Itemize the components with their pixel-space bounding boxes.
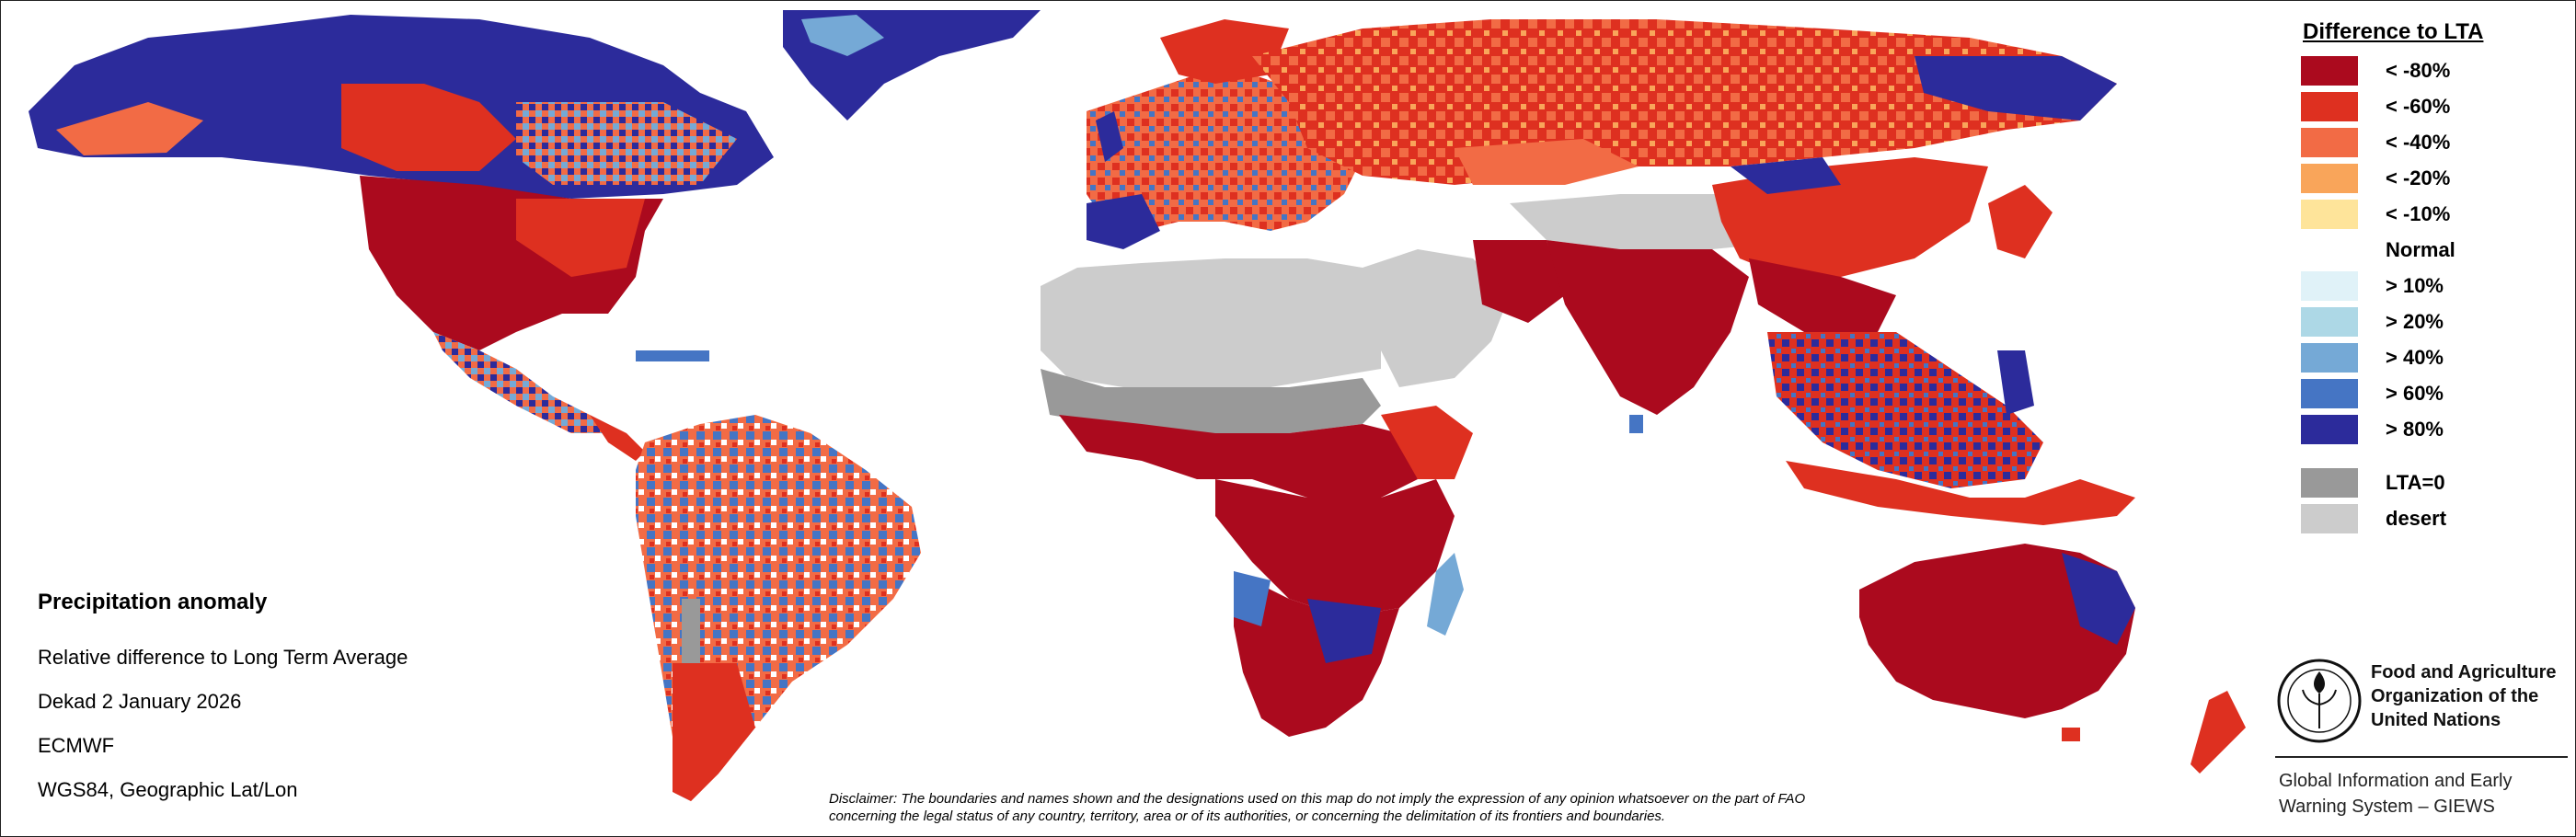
fao-divider xyxy=(2275,756,2568,758)
legend-label: < -80% xyxy=(2386,59,2451,82)
map-projection: WGS84, Geographic Lat/Lon xyxy=(38,778,298,801)
precipitation-map xyxy=(29,10,2246,801)
legend-label: > 10% xyxy=(2386,274,2444,297)
fao-logo-icon xyxy=(2277,659,2362,743)
southern-africa-wet xyxy=(1307,599,1381,663)
legend-item: < -60% xyxy=(2301,92,2575,123)
caribbean xyxy=(636,350,709,361)
fao-name-line-2: Organization of the xyxy=(2371,686,2539,706)
legend-swatch xyxy=(2301,235,2358,265)
sahel xyxy=(1041,369,1381,433)
west-africa xyxy=(1059,415,1418,498)
legend-swatch xyxy=(2301,415,2358,444)
usa-east-dry xyxy=(516,199,645,277)
fao-branding: Food and Agriculture Organization of the… xyxy=(2275,649,2570,833)
legend-label: < -60% xyxy=(2386,95,2451,118)
mongolia-wet xyxy=(1731,157,1841,194)
indonesia xyxy=(1786,461,2135,525)
disclaimer-line-1: Disclaimer: The boundaries and names sho… xyxy=(829,791,1806,807)
map-source: ECMWF xyxy=(38,734,115,757)
legend-label: < -20% xyxy=(2386,166,2451,189)
legend-label: > 20% xyxy=(2386,310,2444,333)
legend-label: LTA=0 xyxy=(2386,471,2445,494)
middle-east xyxy=(1363,249,1510,387)
legend-item: > 60% xyxy=(2301,379,2575,410)
legend-swatch xyxy=(2301,56,2358,86)
madagascar xyxy=(1427,553,1464,636)
legend-swatch xyxy=(2301,164,2358,193)
legend-swatch xyxy=(2301,468,2358,498)
map-subtitle: Relative difference to Long Term Average xyxy=(38,646,408,669)
fao-name-line-3: United Nations xyxy=(2371,710,2501,730)
legend-swatch xyxy=(2301,504,2358,533)
alaska-dry xyxy=(56,102,203,155)
legend-item: LTA=0 xyxy=(2301,468,2575,499)
map-title: Precipitation anomaly xyxy=(38,590,268,614)
southern-africa xyxy=(1234,571,1399,737)
uk xyxy=(1096,111,1123,162)
southeast-asia xyxy=(1767,332,2043,488)
siberia-east-wet xyxy=(1915,56,2117,120)
legend-label: > 40% xyxy=(2386,346,2444,369)
east-africa-dry xyxy=(1381,406,1473,479)
sahara xyxy=(1041,258,1381,387)
iran-dry xyxy=(1473,240,1565,323)
canada-mixed xyxy=(516,102,737,185)
central-africa xyxy=(1215,479,1455,617)
legend-item: < -80% xyxy=(2301,56,2575,87)
korea-japan xyxy=(1988,185,2053,258)
india xyxy=(1547,240,1749,415)
disclaimer: Disclaimer: The boundaries and names sho… xyxy=(829,790,2135,825)
legend-swatch xyxy=(2301,92,2358,121)
central-america xyxy=(590,415,645,461)
giews-line-1: Global Information and Early xyxy=(2279,771,2513,791)
kazakhstan-dry xyxy=(1455,139,1639,185)
australia-east-wet xyxy=(2062,553,2135,645)
fao-name-line-1: Food and Agriculture xyxy=(2371,662,2557,682)
legend-label: > 60% xyxy=(2386,382,2444,405)
legend-label: < -40% xyxy=(2386,131,2451,154)
tasmania xyxy=(2062,728,2080,741)
giews-line-2: Warning System – GIEWS xyxy=(2279,797,2495,817)
legend-swatch xyxy=(2301,200,2358,229)
legend-title: Difference to LTA xyxy=(2303,19,2484,44)
philippines xyxy=(1997,350,2034,415)
legend-item: > 80% xyxy=(2301,415,2575,446)
iberia xyxy=(1087,194,1160,249)
legend-item: < -40% xyxy=(2301,128,2575,159)
legend-item: desert xyxy=(2301,504,2575,535)
canada-dry-band xyxy=(341,84,516,171)
legend-label: > 80% xyxy=(2386,418,2444,441)
legend-label: < -10% xyxy=(2386,202,2451,225)
legend-swatch xyxy=(2301,307,2358,337)
legend-item: < -20% xyxy=(2301,164,2575,195)
legend-item: < -10% xyxy=(2301,200,2575,231)
legend-item: > 20% xyxy=(2301,307,2575,338)
patagonia-dry xyxy=(673,663,755,801)
legend-label: Normal xyxy=(2386,238,2455,261)
legend-item: > 10% xyxy=(2301,271,2575,303)
andes-lta0 xyxy=(682,599,700,663)
namibia-wet xyxy=(1234,571,1271,626)
scandinavia xyxy=(1160,19,1289,84)
new-zealand xyxy=(2191,691,2246,774)
legend-label: desert xyxy=(2386,507,2447,530)
australia xyxy=(1859,544,2135,718)
map-period: Dekad 2 January 2026 xyxy=(38,690,242,713)
disclaimer-line-2: concerning the legal status of any count… xyxy=(829,808,1666,824)
greenland-coast-dry xyxy=(801,15,884,56)
mexico xyxy=(433,332,608,433)
legend-item: > 40% xyxy=(2301,343,2575,374)
russia xyxy=(1252,19,2117,185)
legend-swatch xyxy=(2301,271,2358,301)
sri-lanka xyxy=(1629,415,1643,433)
legend-swatch xyxy=(2301,343,2358,373)
legend-item: Normal xyxy=(2301,235,2575,267)
china-south-dry xyxy=(1749,258,1896,332)
legend-swatch xyxy=(2301,379,2358,408)
legend-swatch xyxy=(2301,128,2358,157)
